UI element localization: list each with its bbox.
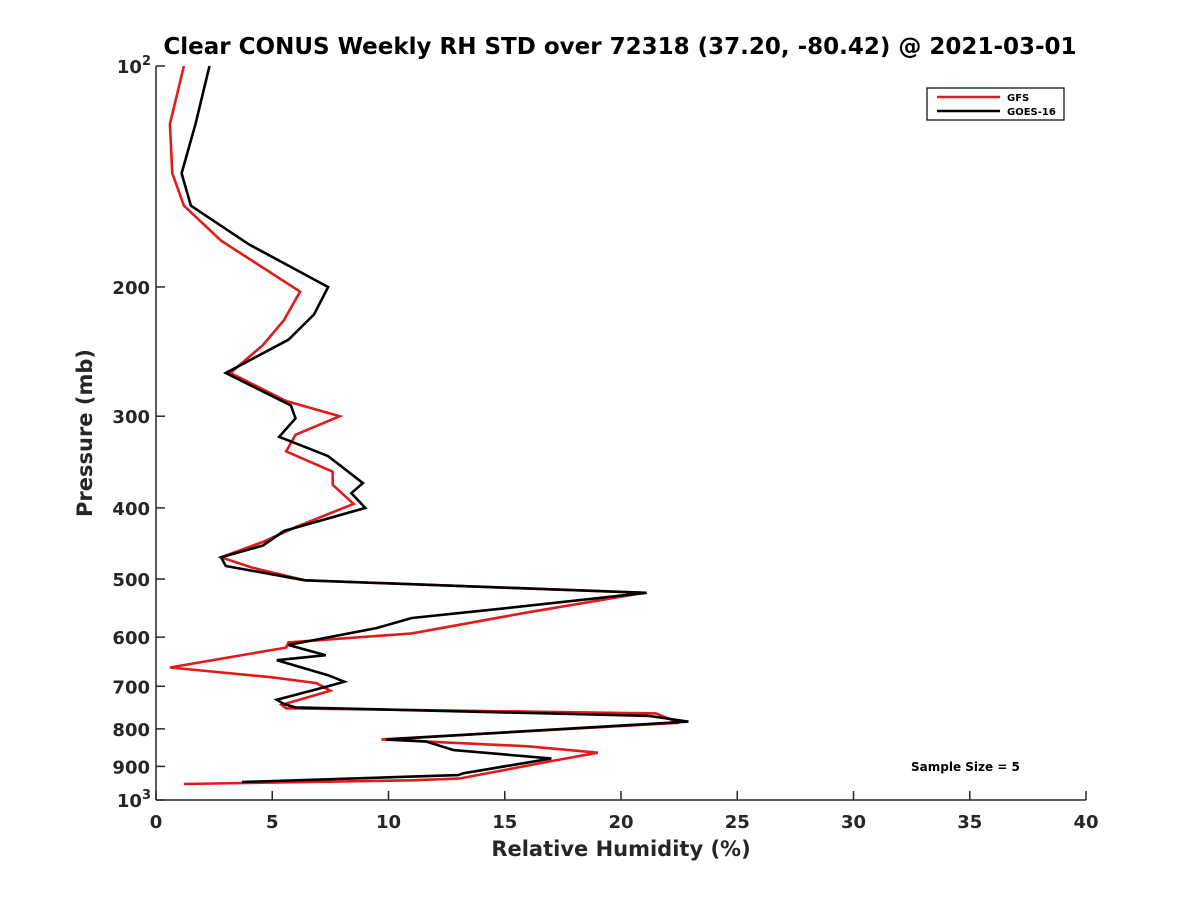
- x-axis-label: Relative Humidity (%): [491, 837, 750, 861]
- sample-size-annotation: Sample Size = 5: [911, 760, 1020, 774]
- x-tick-label: 40: [1073, 812, 1098, 833]
- x-ticks: 0 5 10 15 20 25 30 35 40: [150, 791, 1099, 833]
- legend-label-goes16: GOES-16: [1007, 107, 1056, 118]
- legend: GFS GOES-16: [926, 87, 1065, 121]
- y-tick-label: 400: [112, 499, 150, 520]
- y-tick-label: 103: [117, 788, 151, 812]
- chart-title: Clear CONUS Weekly RH STD over 72318 (37…: [163, 34, 1076, 60]
- y-tick-label: 102: [117, 54, 151, 78]
- series-line-goes16: [180, 65, 689, 784]
- x-tick-label: 0: [150, 812, 163, 833]
- y-tick-label: 500: [112, 570, 150, 591]
- x-tick-label: 5: [266, 812, 279, 833]
- x-tick-label: 30: [841, 812, 866, 833]
- x-tick-label: 25: [725, 812, 750, 833]
- y-tick-label: 800: [112, 720, 150, 741]
- y-axis-label: Pressure (mb): [73, 349, 97, 517]
- x-tick-label: 35: [957, 812, 982, 833]
- y-tick-label: 300: [112, 407, 150, 428]
- y-tick-label: 900: [112, 757, 150, 778]
- y-tick-label: 200: [112, 278, 150, 299]
- legend-label-gfs: GFS: [1007, 93, 1029, 104]
- y-ticks: 102 200 300 400 500 600 700 800 900 103: [112, 54, 165, 812]
- legend-box: [926, 87, 1065, 121]
- y-tick-label: 700: [112, 677, 150, 698]
- y-tick-label: 600: [112, 628, 150, 649]
- x-tick-label: 20: [608, 812, 633, 833]
- x-tick-label: 10: [376, 812, 401, 833]
- series-layer: [168, 65, 689, 786]
- x-tick-label: 15: [492, 812, 517, 833]
